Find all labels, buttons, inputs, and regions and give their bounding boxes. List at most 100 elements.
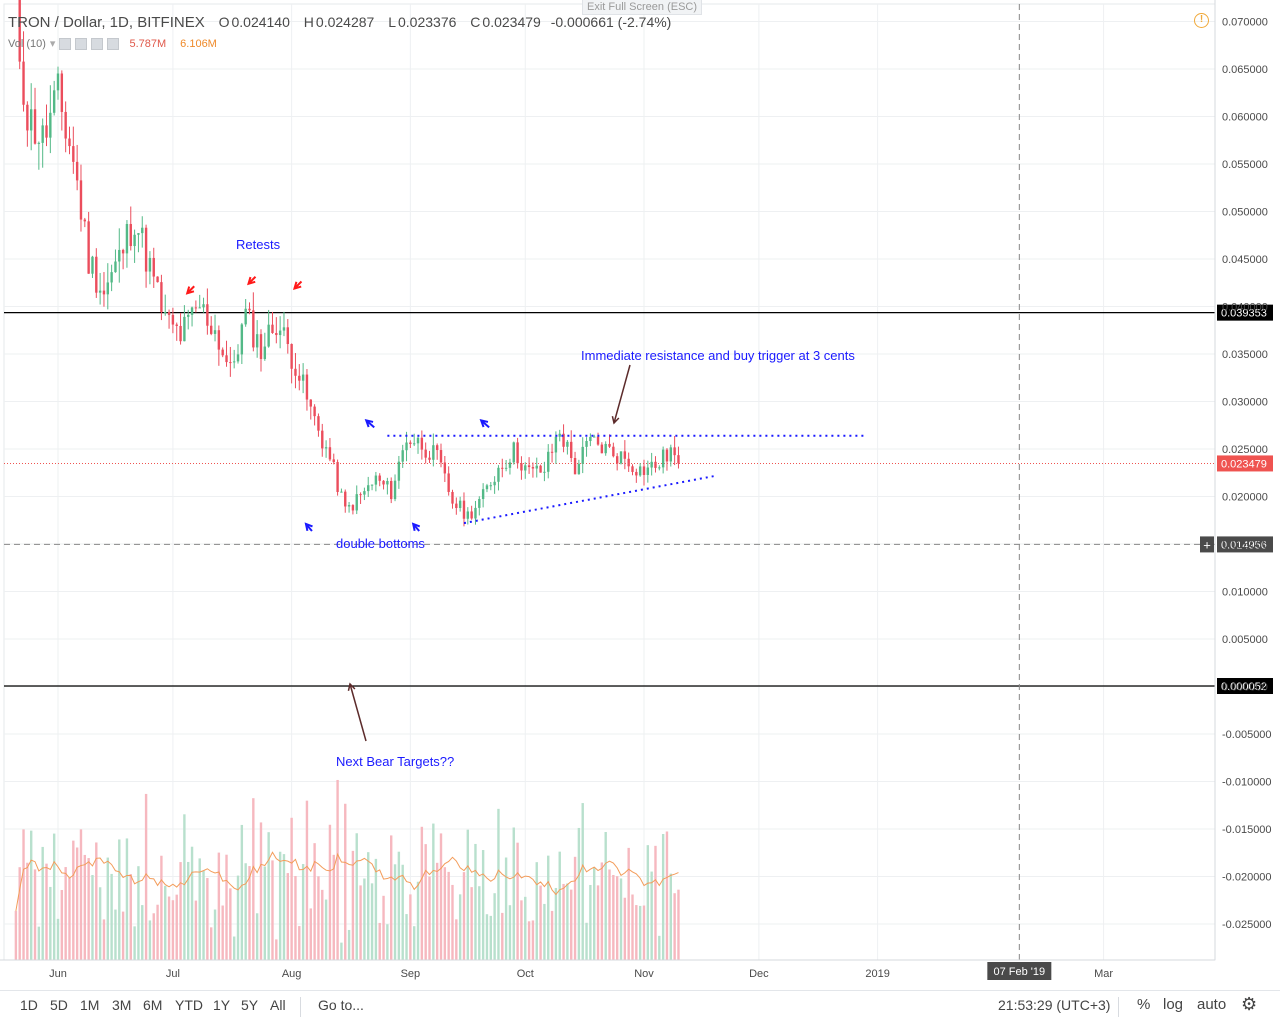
volume-bar	[332, 854, 335, 960]
candle-body	[255, 334, 259, 348]
candle-body	[455, 503, 458, 508]
candle-body	[332, 459, 335, 463]
y-tick-label: 0.050000	[1222, 207, 1268, 219]
candle-body	[535, 465, 538, 469]
volume-bar	[198, 858, 201, 960]
candle-body	[543, 471, 546, 473]
timeframe-3m[interactable]: 3M	[112, 997, 132, 1013]
volume-bar	[229, 888, 232, 960]
chevron-down-icon[interactable]: ▾	[49, 38, 56, 50]
close-label: C	[470, 14, 481, 30]
candle-body	[98, 290, 102, 293]
volume-bar	[282, 854, 286, 960]
candle-body	[49, 112, 52, 138]
gear-icon[interactable]: ⚙	[1241, 994, 1258, 1014]
candle-body	[608, 443, 611, 447]
retest-arrow-head	[292, 281, 302, 290]
price-chart[interactable]: 0.039353 0.000052 0.023479 + 0.014956 07 Feb …	[0, 0, 1280, 990]
exit-fullscreen-button[interactable]: Exit Full Screen (ESC)	[582, 0, 703, 15]
candle-body	[190, 307, 194, 315]
volume-bar	[321, 889, 324, 960]
candle-body	[516, 442, 519, 464]
y-tick-label: 0.005000	[1222, 634, 1268, 646]
volume-bar	[37, 926, 41, 960]
candle-body	[244, 308, 247, 325]
volume-bar	[298, 926, 301, 960]
candle-body	[236, 354, 240, 362]
x-tick-label: Dec	[749, 968, 769, 980]
eye-icon[interactable]	[59, 37, 72, 50]
candle-body	[390, 481, 393, 500]
candle-body	[171, 314, 175, 325]
volume-bar	[558, 851, 561, 960]
volume-bar	[252, 798, 255, 960]
auto-toggle[interactable]: auto	[1197, 996, 1227, 1013]
timeframe-all[interactable]: All	[270, 997, 286, 1013]
volume-bar	[106, 857, 109, 960]
volume-bar	[64, 867, 67, 960]
symbol-title[interactable]: TRON / Dollar, 1D, BITFINEX	[8, 14, 205, 31]
volume-bar	[512, 827, 515, 960]
volume-bar	[573, 856, 577, 960]
y-tick-label: 0.020000	[1222, 492, 1268, 504]
volume-bar	[259, 822, 263, 960]
retests-label: Retests	[236, 237, 281, 252]
close-icon[interactable]	[91, 37, 104, 50]
candle-body	[164, 311, 167, 313]
timeframe-5d[interactable]: 5D	[50, 997, 68, 1013]
timeframe-1m[interactable]: 1M	[80, 997, 100, 1013]
volume-bar	[635, 905, 638, 960]
y-tick-label: 0.060000	[1222, 112, 1268, 124]
candle-body	[642, 466, 646, 475]
candle-body	[619, 451, 623, 464]
clock-icon[interactable]: !	[1194, 13, 1209, 28]
volume-bar	[615, 876, 619, 960]
volume-bar	[133, 926, 136, 960]
candle-body	[267, 324, 270, 347]
candle-body	[290, 344, 293, 369]
volume-bar	[370, 883, 374, 960]
more-icon[interactable]	[107, 37, 120, 50]
volume-bar	[508, 905, 512, 960]
timeframe-1d[interactable]: 1D	[20, 997, 38, 1013]
volume-bar	[171, 900, 175, 960]
candle-body	[144, 227, 148, 272]
settings-icon[interactable]	[75, 37, 88, 50]
candle-body	[458, 500, 462, 508]
timeframe-5y[interactable]: 5Y	[241, 997, 259, 1013]
volume-bar	[148, 920, 152, 960]
volume-bar	[527, 921, 531, 960]
goto-button[interactable]: Go to...	[318, 997, 364, 1013]
candle-body	[210, 325, 213, 334]
annotation-arrows	[185, 276, 631, 742]
candle-body	[175, 324, 178, 326]
candle-body	[435, 445, 439, 451]
volume-label[interactable]: Vol (10)	[8, 37, 46, 50]
candle-body	[160, 282, 163, 312]
timeframe-6m[interactable]: 6M	[143, 997, 163, 1013]
volume-bar	[267, 832, 270, 960]
volume-bar	[589, 884, 592, 960]
volume-bar	[206, 878, 209, 960]
candle-body	[282, 327, 286, 331]
y-tick-label: 0.040000	[1222, 302, 1268, 314]
candle-body	[324, 447, 328, 449]
candlesticks	[18, 0, 680, 527]
log-toggle[interactable]: log	[1163, 996, 1184, 1013]
volume-bar	[152, 913, 155, 960]
candle-body	[665, 449, 669, 462]
volume-bar	[14, 910, 18, 960]
timeframe-1y[interactable]: 1Y	[213, 997, 231, 1013]
candle-body	[336, 462, 339, 492]
percent-toggle[interactable]: %	[1137, 996, 1151, 1013]
bottom-toolbar: 1D 5D 1M 3M 6M YTD 1Y 5Y All Go to... 21…	[0, 990, 1280, 1025]
volume-moving-average	[15, 851, 679, 912]
volume-bar	[612, 875, 615, 960]
y-tick-label: 0.030000	[1222, 397, 1268, 409]
candle-body	[252, 310, 255, 348]
volume-bar	[401, 864, 404, 960]
candle-body	[221, 349, 224, 356]
bear-target-arrow	[349, 683, 367, 742]
x-tick-label: Mar	[1094, 968, 1113, 980]
timeframe-ytd[interactable]: YTD	[175, 997, 203, 1013]
